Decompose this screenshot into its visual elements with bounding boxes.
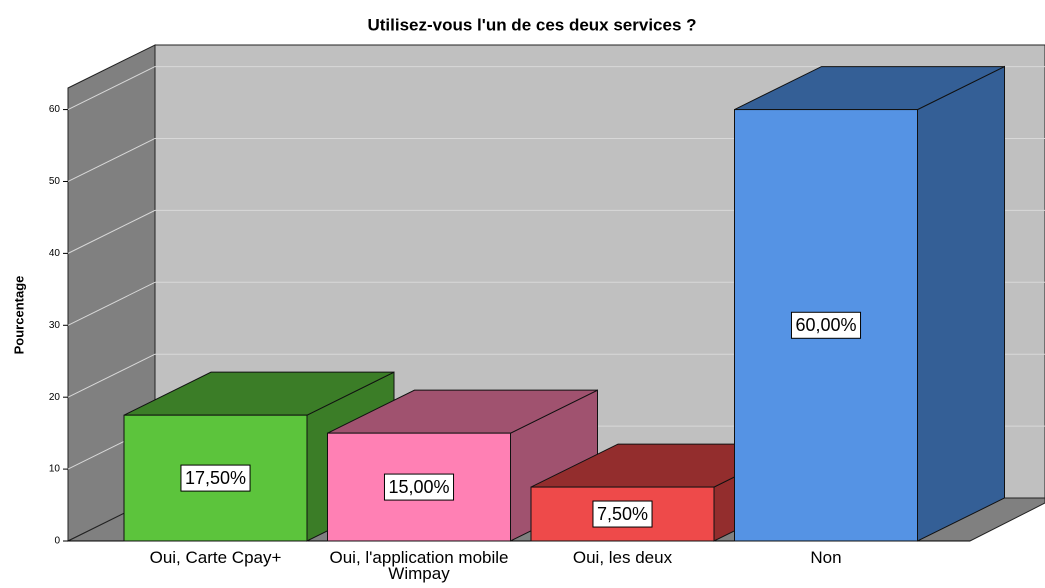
x-tick-label: Non: [810, 548, 841, 567]
x-tick-label-line: Oui, les deux: [573, 548, 673, 567]
grid-line: [67, 138, 156, 182]
y-tick-label: 20: [49, 392, 61, 403]
x-tick-label-line: Oui, Carte Cpay+: [150, 548, 282, 567]
y-tick-label: 0: [54, 536, 60, 547]
y-axis-label: Pourcentage: [11, 276, 26, 355]
y-tick-label: 40: [49, 248, 61, 259]
x-tick-label-line: Oui, l'application mobile: [329, 548, 508, 567]
x-tick-label-line: Wimpay: [388, 564, 450, 583]
value-label: 7,50%: [597, 504, 648, 524]
grid-line: [67, 281, 156, 326]
value-label: 60,00%: [795, 315, 856, 335]
x-tick-label-line: Non: [810, 548, 841, 567]
value-label-box: [383, 473, 455, 501]
y-tick-label: 30: [49, 320, 61, 331]
bar-side: [917, 65, 1005, 542]
x-tick-label: Oui, les deux: [573, 548, 673, 567]
y-tick-label: 60: [49, 104, 61, 115]
grid-line: [67, 353, 156, 398]
value-label-box: [180, 464, 251, 492]
x-tick-label: Oui, Carte Cpay+: [150, 548, 282, 567]
value-label: 15,00%: [388, 477, 449, 497]
grid-line: [67, 209, 156, 254]
grid-line: [67, 66, 156, 111]
chart-title: Utilisez-vous l'un de ces deux services …: [367, 15, 696, 34]
x-tick-label: Oui, l'application mobile Wimpay: [329, 548, 508, 583]
value-label: 17,50%: [185, 468, 246, 488]
y-tick-label: 10: [49, 464, 61, 475]
y-tick-label: 50: [49, 176, 61, 187]
value-label-box: [790, 311, 862, 339]
value-label-box: [592, 500, 653, 528]
